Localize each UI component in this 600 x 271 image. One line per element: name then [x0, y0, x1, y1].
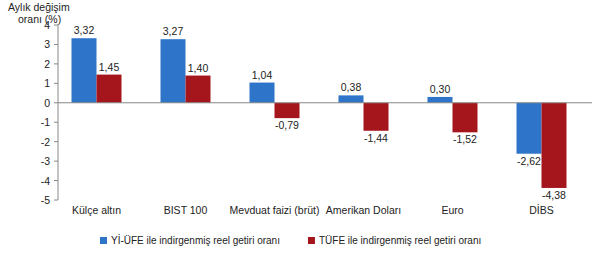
legend-swatch: [308, 237, 315, 244]
legend-label: Yİ-ÜFE ile indirgenmiş reel getiri oranı: [111, 234, 280, 246]
x-tick-label: Külçe altın: [72, 204, 121, 216]
bar: [275, 103, 300, 118]
data-label: -4,38: [542, 189, 566, 201]
x-tick-label: DİBS: [529, 204, 554, 216]
bar: [364, 103, 389, 131]
y-tick-label: 2: [44, 58, 50, 70]
y-axis-label-line: oranı (%): [18, 13, 61, 25]
y-tick-label: 0: [44, 97, 50, 109]
bar: [72, 38, 97, 103]
data-label: 0,38: [341, 81, 362, 93]
data-label: 1,04: [252, 69, 273, 81]
data-label: 3,27: [163, 25, 184, 37]
x-tick-label: Amerikan Doları: [326, 204, 401, 216]
y-tick: [54, 122, 58, 123]
y-tick: [54, 200, 58, 201]
y-tick-label: -3: [41, 155, 50, 167]
y-axis-label-line: Aylık değişim: [8, 1, 70, 13]
bar: [517, 103, 542, 154]
data-label: -2,62: [517, 155, 541, 167]
y-tick-label: 1: [44, 77, 50, 89]
data-label: 1,45: [99, 61, 120, 73]
data-label: -0,79: [275, 119, 299, 131]
bar: [97, 75, 122, 103]
legend-label: TÜFE ile indirgenmiş reel getiri oranı: [319, 235, 481, 246]
y-tick: [54, 25, 58, 26]
y-tick: [54, 63, 58, 64]
y-tick-label: -1: [41, 116, 50, 128]
y-tick: [54, 161, 58, 162]
legend: Yİ-ÜFE ile indirgenmiş reel getiri oranı…: [100, 234, 481, 246]
bar: [339, 95, 364, 102]
bars: [72, 38, 567, 188]
y-tick: [54, 44, 58, 45]
bar: [542, 103, 567, 188]
y-tick-label: -2: [41, 136, 50, 148]
data-label: 3,32: [74, 24, 95, 36]
data-label: -1,52: [453, 133, 477, 145]
data-label: 1,40: [188, 62, 209, 74]
data-label: -1,44: [364, 132, 388, 144]
zero-line: [58, 102, 592, 103]
y-tick-label: 3: [44, 38, 50, 50]
y-tick: [54, 180, 58, 181]
bar: [453, 103, 478, 133]
y-tick: [54, 102, 58, 103]
bar: [428, 97, 453, 103]
x-tick-label: Euro: [441, 204, 463, 216]
y-tick: [54, 141, 58, 142]
bar: [161, 39, 186, 103]
y-tick-label: 4: [44, 19, 50, 31]
x-tick-label: Mevduat faizi (brüt): [230, 204, 320, 216]
y-tick: [54, 83, 58, 84]
bar: [186, 76, 211, 103]
chart: Aylık değişimoranı (%) 3,32 3,27 1,04 0,38 0,…: [0, 0, 600, 271]
y-axis: [58, 25, 59, 200]
y-tick-label: -4: [41, 175, 50, 187]
data-label: 0,30: [430, 83, 451, 95]
data-labels: 3,32 3,27 1,04 0,38 0,30 -2,62 1,45 1,40 -0,79 -1…: [74, 24, 566, 201]
bar: [250, 83, 275, 103]
y-tick-label: -5: [41, 194, 50, 206]
x-tick-label: BIST 100: [164, 204, 208, 216]
legend-swatch: [100, 237, 107, 244]
y-axis-label: Aylık değişimoranı (%): [8, 1, 70, 25]
